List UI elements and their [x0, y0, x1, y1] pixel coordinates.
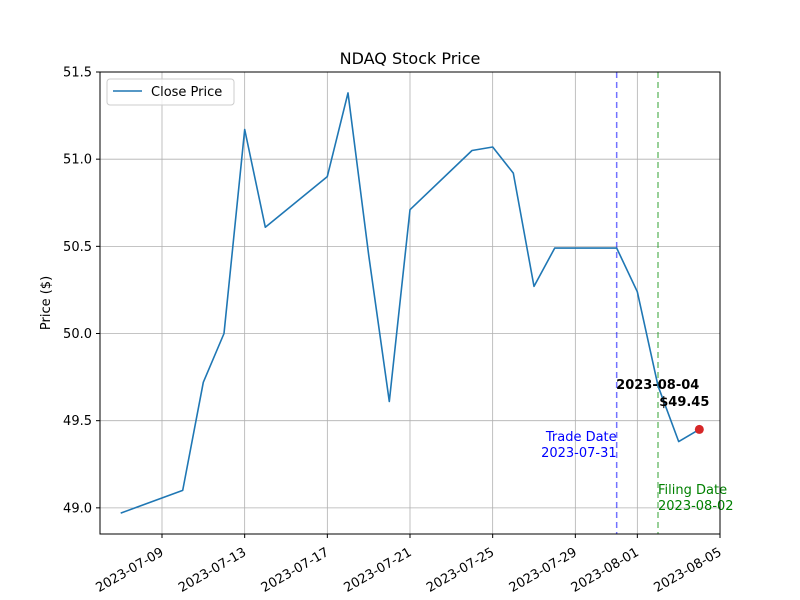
y-axis-ticks: 49.0 49.5 50.0 50.5 51.0 51.5 [63, 66, 100, 516]
close-price-line [120, 92, 700, 514]
y-tick-label: 49.5 [63, 414, 92, 429]
highlight-price-label: $49.45 [659, 395, 709, 410]
y-tick-label: 49.0 [63, 501, 92, 516]
y-tick-label: 51.5 [63, 66, 92, 81]
y-axis-label: Price ($) [39, 276, 54, 330]
legend-label: Close Price [151, 85, 222, 100]
y-tick-label: 50.0 [63, 327, 92, 342]
filing-date-label: Filing Date [658, 483, 727, 498]
trade-date-label: Trade Date [545, 430, 617, 445]
y-tick-label: 51.0 [63, 153, 92, 168]
highlight-point [694, 424, 704, 434]
legend: Close Price [106, 78, 235, 106]
highlight-layer: 2023-08-04 $49.45 [616, 378, 709, 434]
legend-box [106, 78, 235, 106]
filing-date-value: 2023-08-02 [658, 499, 734, 514]
highlight-date-label: 2023-08-04 [616, 378, 699, 393]
series-layer [120, 92, 700, 514]
y-tick-label: 50.5 [63, 240, 92, 255]
chart-title: NDAQ Stock Price [340, 49, 481, 68]
trade-date-value: 2023-07-31 [541, 446, 617, 461]
